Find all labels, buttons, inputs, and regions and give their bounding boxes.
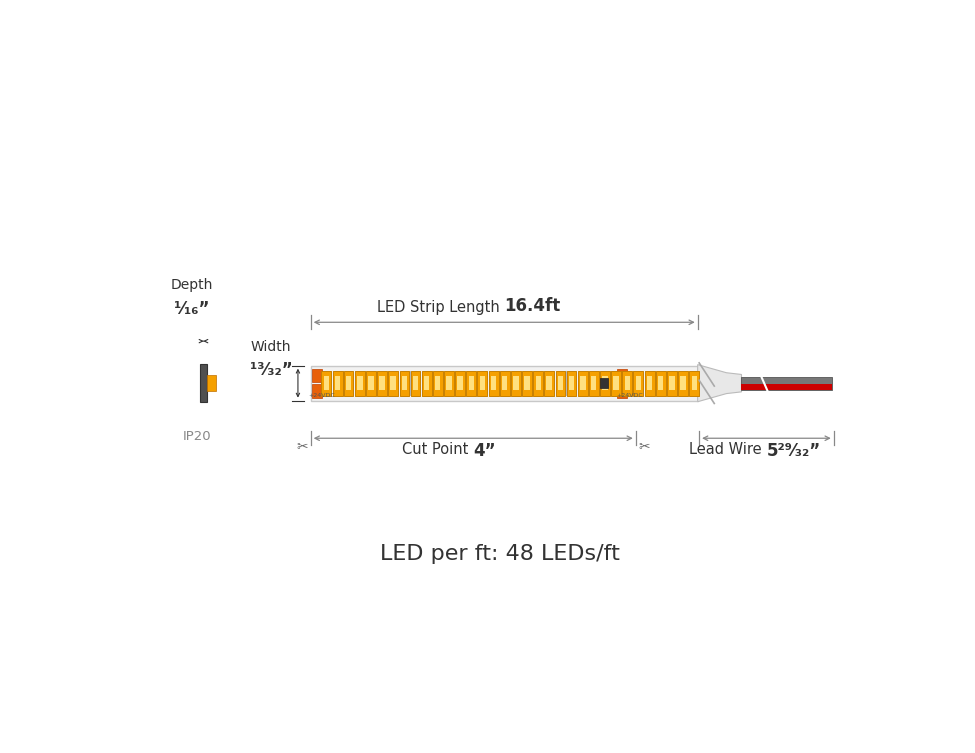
Bar (691, 376, 697, 390)
Bar (580, 376, 586, 390)
Bar (424, 376, 429, 390)
Bar (566, 370, 576, 395)
Bar (617, 369, 627, 382)
Bar (544, 370, 554, 395)
Bar (558, 376, 564, 390)
Bar (568, 376, 574, 390)
Bar (422, 370, 432, 395)
Bar (533, 370, 543, 395)
Bar (636, 376, 641, 390)
Bar (332, 370, 342, 395)
Bar (412, 376, 418, 390)
Bar (433, 370, 443, 395)
Text: Width: Width (251, 340, 291, 354)
Bar (502, 376, 507, 390)
Bar (578, 370, 588, 395)
Bar (741, 384, 832, 389)
Bar (478, 370, 488, 395)
Bar (525, 376, 529, 390)
Bar (601, 370, 610, 395)
Bar (603, 376, 607, 390)
Bar (669, 376, 675, 390)
Bar (447, 376, 451, 390)
Text: LED per ft: 48 LEDs/ft: LED per ft: 48 LEDs/ft (379, 544, 620, 564)
Bar (369, 376, 373, 390)
Bar (611, 370, 621, 395)
Bar (343, 370, 354, 395)
Bar (617, 385, 627, 398)
Text: ✂: ✂ (297, 440, 308, 454)
Bar (324, 376, 329, 390)
Bar (658, 376, 663, 390)
Bar (689, 370, 699, 395)
Bar (625, 376, 630, 390)
Text: Depth: Depth (171, 278, 213, 292)
Text: LED Strip Length: LED Strip Length (377, 300, 504, 316)
Bar (513, 376, 519, 390)
Bar (656, 370, 666, 395)
Bar (634, 370, 644, 395)
Bar (591, 376, 597, 390)
Bar (535, 376, 541, 390)
Bar (379, 376, 385, 390)
Bar (500, 370, 510, 395)
Bar (207, 375, 216, 391)
Bar (469, 376, 474, 390)
Text: ¹³⁄₃₂”: ¹³⁄₃₂” (251, 361, 293, 379)
Bar (311, 366, 698, 401)
Bar (366, 370, 375, 395)
Bar (402, 376, 408, 390)
Bar (556, 370, 566, 395)
Bar (457, 376, 463, 390)
Polygon shape (698, 364, 741, 401)
Bar (377, 370, 387, 395)
Bar (312, 385, 322, 398)
Bar (613, 376, 619, 390)
Bar (312, 369, 322, 382)
Bar (678, 370, 687, 395)
Bar (644, 370, 654, 395)
Bar (400, 370, 410, 395)
Bar (741, 376, 832, 389)
Bar (388, 370, 398, 395)
Bar (410, 370, 420, 395)
Bar (357, 376, 363, 390)
Text: Lead Wire: Lead Wire (689, 442, 766, 457)
Text: Cut Point: Cut Point (403, 442, 473, 457)
Bar (647, 376, 652, 390)
Bar (488, 370, 498, 395)
Bar (346, 376, 351, 390)
Bar (435, 376, 441, 390)
Text: 5²⁹⁄₃₂”: 5²⁹⁄₃₂” (766, 442, 821, 460)
Bar (622, 370, 633, 395)
Bar (491, 376, 496, 390)
Bar (390, 376, 396, 390)
Bar (511, 370, 521, 395)
Text: +24VDC: +24VDC (616, 393, 644, 398)
Bar (667, 370, 677, 395)
Bar (480, 376, 485, 390)
Bar (334, 376, 340, 390)
Bar (201, 364, 207, 402)
Bar (546, 376, 552, 390)
Text: ✂: ✂ (638, 440, 649, 454)
Text: 4”: 4” (473, 442, 496, 460)
Text: +24VDC: +24VDC (309, 393, 335, 398)
Text: 16.4ft: 16.4ft (504, 297, 561, 316)
Bar (589, 370, 599, 395)
Bar (445, 370, 454, 395)
Bar (466, 370, 476, 395)
Text: ¹⁄₁₆”: ¹⁄₁₆” (174, 300, 210, 319)
Bar (601, 378, 607, 389)
Bar (522, 370, 531, 395)
Bar (455, 370, 465, 395)
Bar (322, 370, 332, 395)
Bar (355, 370, 365, 395)
Bar (681, 376, 685, 390)
Text: IP20: IP20 (183, 429, 212, 443)
